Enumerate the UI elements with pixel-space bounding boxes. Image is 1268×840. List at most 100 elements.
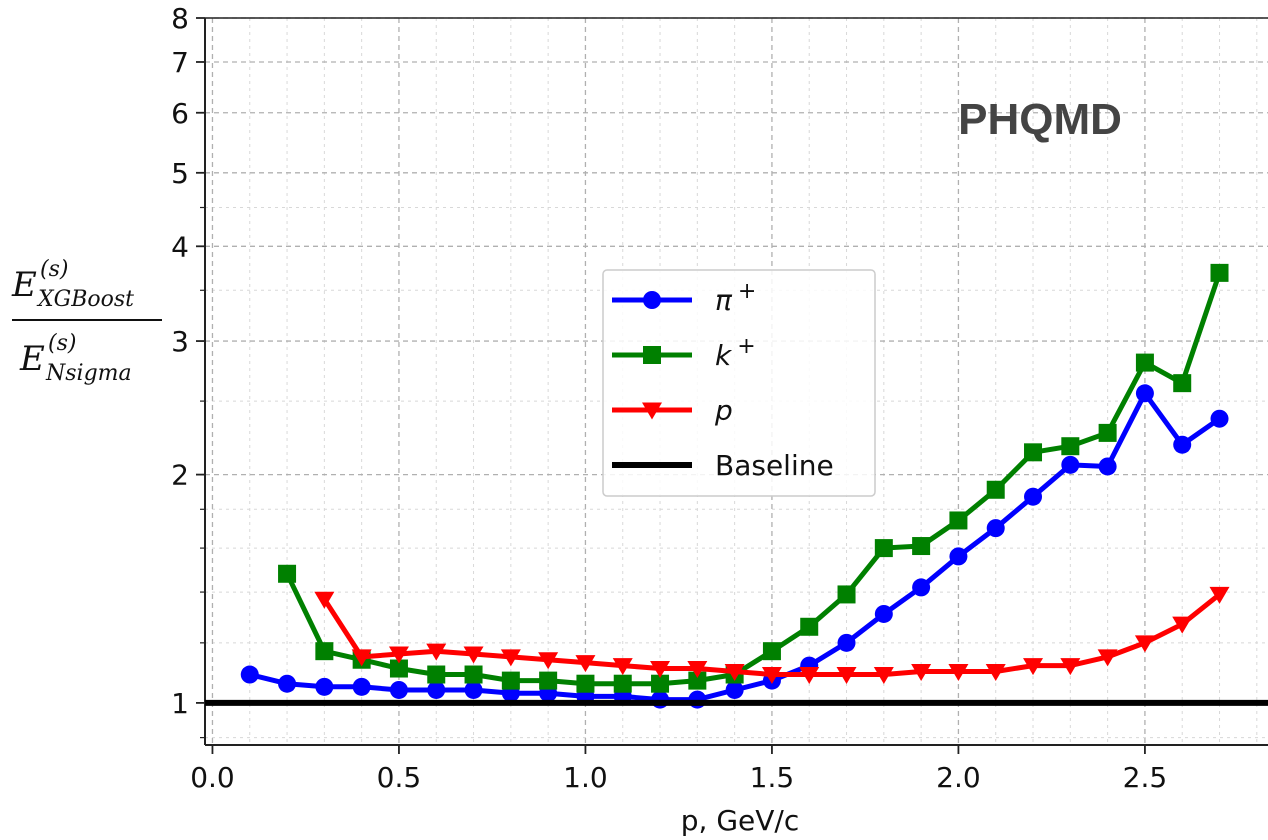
data-point xyxy=(986,480,1005,499)
data-point xyxy=(1098,457,1117,476)
data-point xyxy=(1098,423,1117,442)
svg-text:E: E xyxy=(19,339,45,379)
legend-label: Baseline xyxy=(715,449,834,482)
data-point xyxy=(1209,586,1230,604)
x-tick-label: 0.5 xyxy=(377,761,422,794)
legend-box xyxy=(602,269,876,497)
data-point xyxy=(912,578,931,597)
data-point xyxy=(426,643,447,661)
data-point xyxy=(1061,437,1080,456)
svg-text:(s): (s) xyxy=(40,257,68,282)
data-point xyxy=(388,646,409,664)
legend-marker xyxy=(643,291,661,309)
x-tick-label: 1.5 xyxy=(750,761,795,794)
data-point xyxy=(949,511,968,530)
axes-frame xyxy=(204,17,1268,746)
y-axis-label: E (s) XGBoost E (s) Nsigma xyxy=(11,257,162,386)
data-point xyxy=(1023,658,1044,676)
data-point xyxy=(1097,649,1118,667)
data-point xyxy=(836,667,857,685)
data-point xyxy=(688,690,707,709)
legend-label: p xyxy=(714,394,733,427)
data-point xyxy=(501,671,520,690)
data-point xyxy=(464,680,483,699)
y-axis-ticks: 1 2 3 4 5 6 7 8 xyxy=(171,2,205,739)
data-point xyxy=(1134,635,1155,653)
data-point xyxy=(1060,658,1081,676)
legend-label: k + xyxy=(715,334,756,372)
data-point xyxy=(1210,263,1229,282)
data-point xyxy=(1024,487,1043,506)
svg-text:E: E xyxy=(11,265,37,305)
data-point xyxy=(538,652,559,670)
data-point xyxy=(725,680,744,699)
y-tick-label: 6 xyxy=(171,97,189,130)
y-tick-label: 5 xyxy=(171,157,189,190)
data-point xyxy=(986,519,1005,538)
data-point xyxy=(575,655,596,673)
data-point xyxy=(278,564,297,583)
legend-label: π + xyxy=(715,279,756,317)
y-tick-label: 7 xyxy=(171,46,189,79)
x-axis-label: p, GeV/c xyxy=(681,804,799,837)
y-tick-label: 8 xyxy=(171,2,189,35)
data-point xyxy=(314,591,335,609)
data-point xyxy=(1210,409,1229,428)
data-point xyxy=(613,674,632,693)
svg-text:Nsigma: Nsigma xyxy=(45,361,132,386)
data-point xyxy=(1173,435,1192,454)
data-point xyxy=(389,680,408,699)
data-point xyxy=(874,539,893,558)
y-label-denominator-sup: (s) xyxy=(48,331,76,356)
data-point xyxy=(837,633,856,652)
y-label-denominator: E xyxy=(19,339,45,379)
data-point xyxy=(799,667,820,685)
data-point xyxy=(351,649,372,667)
data-point xyxy=(427,680,446,699)
x-tick-label: 2.0 xyxy=(936,761,981,794)
data-point xyxy=(1135,353,1154,372)
x-tick-label: 2.5 xyxy=(1123,761,1168,794)
legend-item: k + xyxy=(612,334,756,372)
x-axis-ticks: 0.0 0.5 1.0 1.5 2.0 2.5 xyxy=(190,745,1167,794)
data-point xyxy=(911,664,932,682)
svg-text:(s): (s) xyxy=(48,331,76,356)
legend-marker xyxy=(643,346,661,364)
data-point xyxy=(1172,616,1193,634)
series-layer xyxy=(205,263,1268,709)
minor-grid xyxy=(205,18,1268,745)
y-label-denominator-sub: Nsigma xyxy=(45,361,132,386)
data-point xyxy=(612,658,633,676)
data-point xyxy=(912,537,931,556)
data-point xyxy=(315,677,334,696)
data-point xyxy=(389,659,408,678)
data-point xyxy=(278,674,297,693)
legend-marker xyxy=(642,402,662,420)
data-point xyxy=(352,677,371,696)
data-point xyxy=(651,674,670,693)
y-tick-label: 4 xyxy=(171,230,189,263)
data-point xyxy=(427,665,446,684)
data-point xyxy=(576,674,595,693)
legend-item: Baseline xyxy=(612,449,834,482)
y-label-numerator-sub: XGBoost xyxy=(36,287,134,312)
data-point xyxy=(315,642,334,661)
data-point xyxy=(1135,384,1154,403)
data-point xyxy=(949,547,968,566)
data-point xyxy=(1061,455,1080,474)
data-point xyxy=(463,646,484,664)
data-point xyxy=(761,667,782,685)
data-point xyxy=(837,585,856,604)
data-point xyxy=(724,664,745,682)
data-point xyxy=(688,671,707,690)
data-point xyxy=(1024,443,1043,462)
data-point xyxy=(948,664,969,682)
data-point xyxy=(539,671,558,690)
chart-annotation: PHQMD xyxy=(958,95,1122,144)
data-point xyxy=(651,690,670,709)
data-point xyxy=(762,642,781,661)
legend-item: π + xyxy=(612,279,756,317)
y-label-numerator: E xyxy=(11,265,37,305)
data-point xyxy=(1173,374,1192,393)
